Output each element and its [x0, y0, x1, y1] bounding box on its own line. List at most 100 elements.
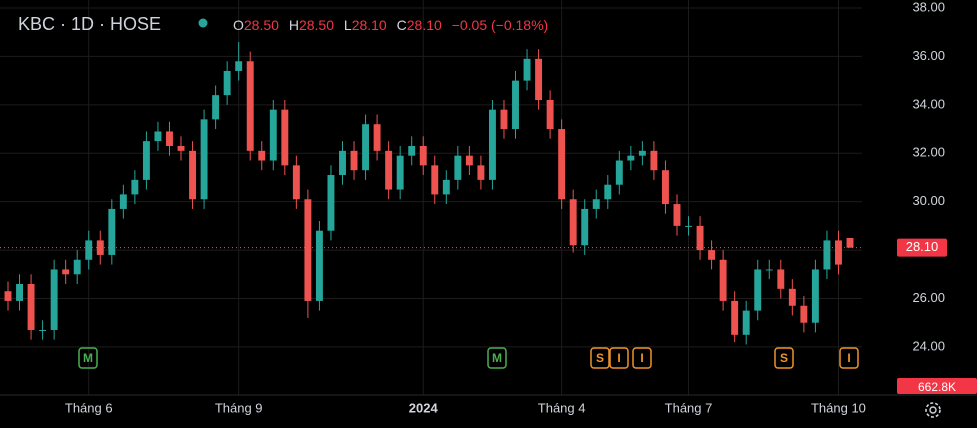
candle-body	[685, 225, 692, 227]
candle-body	[673, 204, 681, 226]
candle-body	[800, 305, 808, 323]
event-box	[487, 347, 507, 369]
candle-body	[85, 240, 93, 260]
event-marker[interactable]: I	[839, 347, 859, 369]
y-tick-label: 24.00	[912, 338, 945, 353]
event-marker[interactable]: S	[590, 347, 610, 369]
ohlc-value: 28.50	[299, 17, 334, 33]
candle-body	[604, 184, 612, 200]
candle-body	[846, 237, 854, 248]
event-label: M	[83, 351, 93, 365]
x-tick-label: Tháng 7	[665, 400, 713, 415]
candle-body	[500, 109, 508, 130]
ohlc-value: 28.50	[244, 17, 279, 33]
candle-body	[754, 269, 762, 311]
candle-body	[431, 165, 439, 195]
candle-body	[73, 259, 81, 275]
y-tick-label: 30.00	[912, 193, 945, 208]
x-tick-label: Tháng 6	[65, 400, 113, 415]
candle-body	[108, 208, 116, 255]
y-tick-label: 36.00	[912, 48, 945, 63]
event-box	[590, 347, 610, 369]
candle-body	[304, 199, 312, 301]
gear-inner	[929, 406, 937, 414]
event-box	[632, 347, 652, 369]
candle-body	[719, 259, 727, 301]
candle-body	[777, 269, 785, 289]
candle-body	[569, 199, 577, 246]
candle-body	[50, 269, 58, 330]
candle-body	[131, 179, 139, 195]
y-tick-label: 38.00	[912, 0, 945, 14]
candle-body	[373, 124, 381, 151]
candle-body	[765, 269, 773, 271]
settings-button[interactable]	[925, 402, 941, 418]
candle-body	[442, 179, 450, 195]
x-tick-label: Tháng 9	[215, 400, 263, 415]
candle-body	[546, 99, 554, 130]
candle-body	[281, 109, 289, 166]
event-box	[609, 347, 629, 369]
grid	[0, 0, 862, 395]
event-label: I	[640, 351, 643, 365]
candle-body	[119, 194, 127, 209]
x-tick-label: 2024	[409, 400, 439, 415]
candle-body	[246, 61, 254, 151]
x-tick-label: Tháng 4	[538, 400, 586, 415]
change: −0.05 (−0.18%)	[452, 17, 549, 33]
candle-body	[385, 150, 393, 190]
candle-body	[696, 225, 704, 251]
candle-body	[638, 150, 646, 156]
candle-body	[535, 58, 543, 100]
candle-body	[742, 310, 750, 335]
candle-body	[315, 230, 323, 301]
event-marker[interactable]: I	[609, 347, 629, 369]
event-marker[interactable]: M	[78, 347, 98, 369]
status-dot	[198, 18, 208, 28]
candle-body	[200, 119, 208, 200]
event-marker[interactable]: M	[487, 347, 507, 369]
x-tick-label: Tháng 10	[811, 400, 866, 415]
candle-body	[189, 150, 197, 200]
y-tick-label: 34.00	[912, 96, 945, 111]
event-box	[78, 347, 98, 369]
candle-body	[592, 199, 600, 209]
candle-body	[223, 70, 231, 96]
event-label: I	[617, 351, 620, 365]
candle-body	[823, 240, 831, 270]
candle-body	[488, 109, 496, 180]
candle-body	[558, 129, 566, 200]
candle-body	[339, 150, 346, 176]
candle-body	[708, 250, 716, 260]
candle-body	[292, 165, 300, 200]
ohlc-value: 28.10	[352, 17, 387, 33]
candle-body	[166, 131, 173, 146]
event-label: I	[847, 351, 850, 365]
candle-body	[27, 283, 35, 330]
ohlc-legend: O28.50 H28.50 L28.10 C28.10 −0.05 (−0.18…	[233, 17, 548, 33]
candle-body	[16, 283, 23, 301]
y-tick-label: 26.00	[912, 290, 945, 305]
ohlc-key: L	[344, 17, 352, 33]
event-marker[interactable]: I	[632, 347, 652, 369]
candle-body	[650, 150, 658, 171]
event-label: S	[596, 351, 604, 365]
candle-body	[362, 124, 370, 171]
candle-body	[835, 240, 842, 265]
candle-body	[581, 208, 589, 246]
candle-body	[62, 269, 70, 275]
candle-body	[154, 131, 162, 142]
candle-body	[350, 150, 358, 171]
candle-body	[627, 155, 635, 161]
candle-body	[731, 300, 739, 335]
candle-body	[454, 155, 462, 180]
ohlc-key: O	[233, 17, 244, 33]
event-box	[839, 347, 859, 369]
candle-body	[419, 145, 427, 166]
candle-body	[39, 329, 47, 331]
y-tick-label: 32.00	[912, 145, 945, 160]
candle-body	[477, 165, 485, 180]
event-marker[interactable]: S	[774, 347, 794, 369]
